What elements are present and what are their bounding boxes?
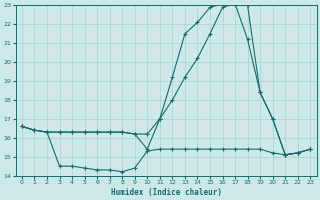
- X-axis label: Humidex (Indice chaleur): Humidex (Indice chaleur): [111, 188, 221, 197]
